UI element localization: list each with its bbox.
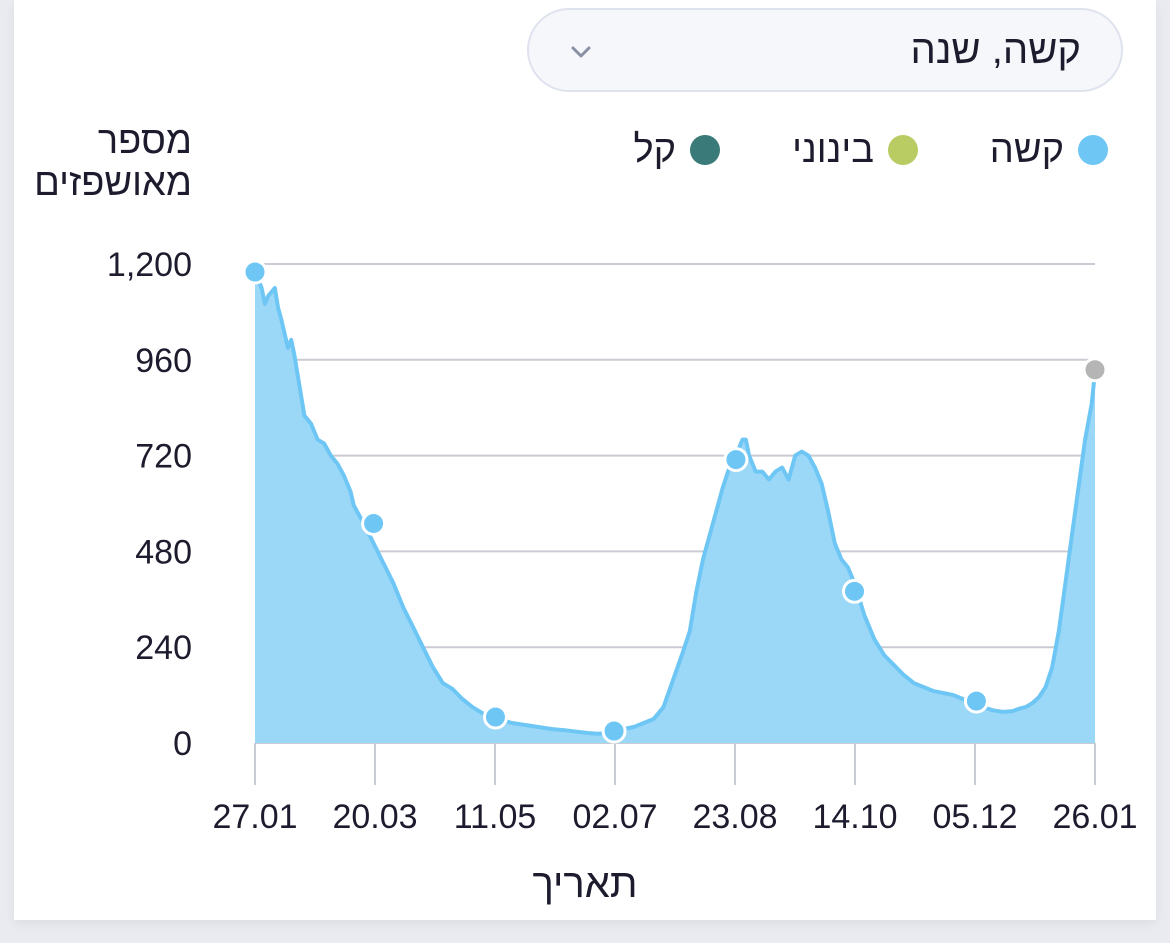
x-tick-label: 11.05	[454, 798, 537, 836]
data-point-marker	[482, 704, 508, 730]
legend-item-moderate[interactable]: בינוני	[792, 128, 918, 172]
x-tick-label: 14.10	[812, 798, 897, 836]
data-point-marker	[242, 259, 268, 285]
chart-card	[14, 0, 1156, 920]
y-tick-label: 0	[173, 725, 192, 763]
y-axis-label: מספר מאושפזים	[34, 120, 192, 204]
x-tick-label: 05.12	[932, 798, 1017, 836]
y-tick-label: 720	[135, 438, 192, 476]
period-severity-dropdown[interactable]: קשה, שנה	[527, 8, 1123, 92]
legend-dot-moderate	[888, 135, 918, 165]
legend-item-severe[interactable]: קשה	[990, 128, 1108, 172]
data-point-marker	[361, 510, 387, 536]
legend-label-moderate: בינוני	[792, 128, 874, 171]
chevron-down-icon	[571, 46, 591, 58]
y-tick-label: 480	[135, 533, 192, 571]
y-tick-label: 960	[135, 342, 192, 380]
dropdown-selected-value: קשה, שנה	[910, 28, 1082, 72]
legend-item-mild[interactable]: קל	[633, 128, 720, 172]
x-tick-label: 27.01	[212, 798, 297, 836]
data-point-marker	[963, 688, 989, 714]
legend-dot-mild	[690, 135, 720, 165]
legend-label-severe: קשה	[989, 128, 1064, 171]
data-point-marker	[723, 447, 749, 473]
series-area-severe	[255, 272, 1095, 743]
x-axis-label: תאריך	[532, 862, 638, 906]
data-point-marker	[601, 718, 627, 744]
legend-dot-severe	[1078, 135, 1108, 165]
legend-label-mild: קל	[633, 128, 676, 171]
x-tick-label: 26.01	[1052, 798, 1137, 836]
data-point-marker	[842, 578, 868, 604]
x-tick-label: 20.03	[332, 798, 417, 836]
x-tick-label: 02.07	[572, 798, 657, 836]
data-point-marker	[1082, 357, 1108, 383]
x-tick-label: 23.08	[692, 798, 777, 836]
y-tick-label: 240	[135, 629, 192, 667]
y-tick-label: 1,200	[107, 246, 192, 284]
